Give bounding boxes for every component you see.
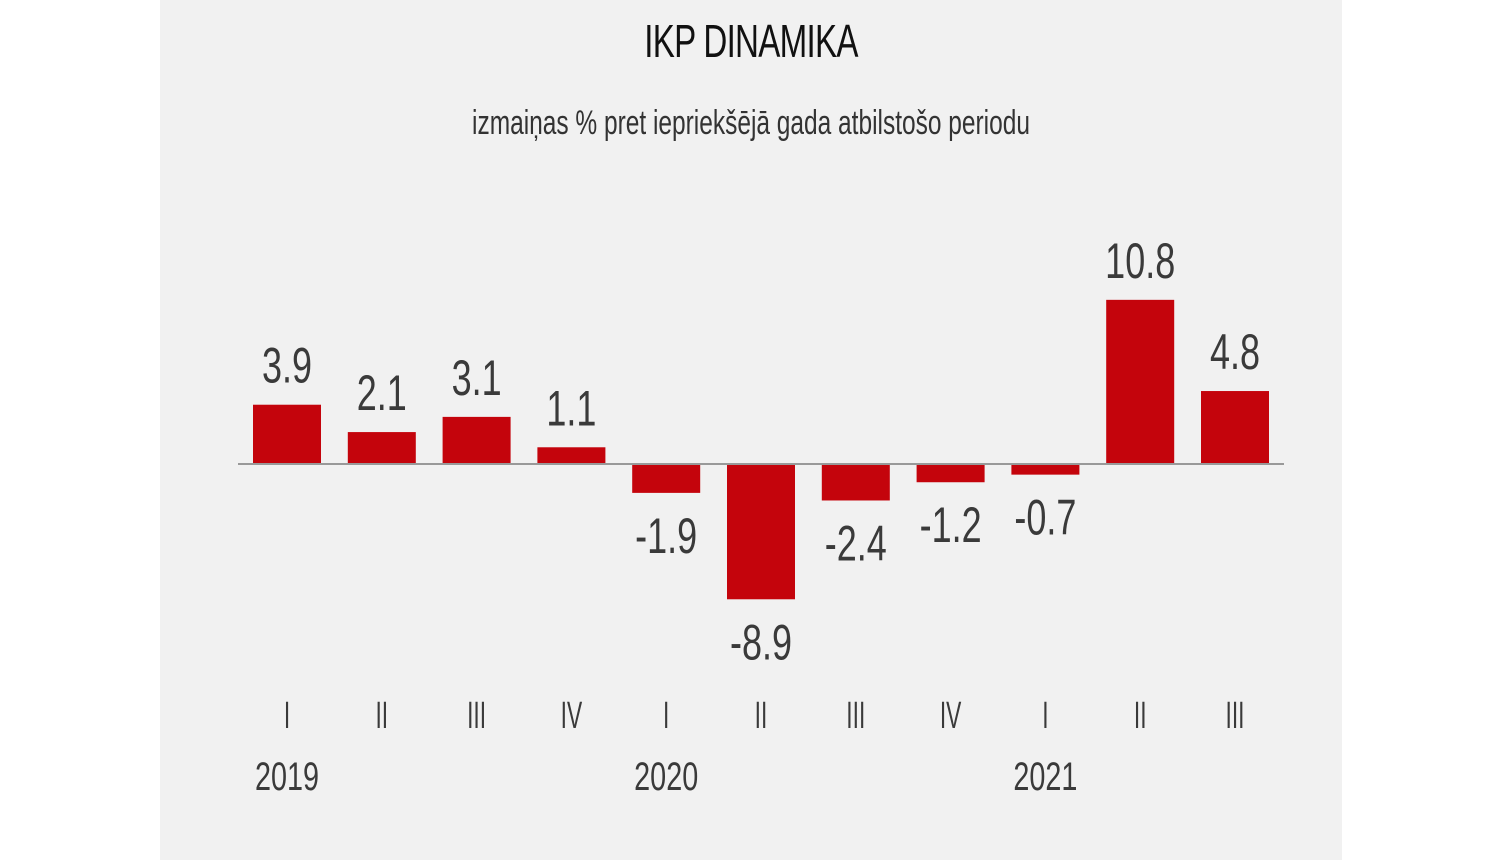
data-label: 2.1 bbox=[357, 366, 407, 421]
bar bbox=[916, 464, 985, 483]
data-label: 10.8 bbox=[1105, 234, 1175, 289]
bar bbox=[1106, 299, 1175, 464]
data-label: 3.1 bbox=[452, 351, 502, 406]
bar bbox=[632, 464, 701, 493]
x-tick-label: IV bbox=[561, 694, 583, 736]
year-label: 2020 bbox=[634, 754, 698, 799]
year-label: 2021 bbox=[1013, 754, 1077, 799]
x-tick-label: I bbox=[663, 694, 669, 736]
bar bbox=[537, 447, 606, 464]
x-tick-label: III bbox=[1225, 694, 1244, 736]
x-tick-label: I bbox=[284, 694, 290, 736]
data-label: 4.8 bbox=[1210, 325, 1260, 380]
x-tick-label: II bbox=[1134, 694, 1147, 736]
x-tick-label: IV bbox=[940, 694, 962, 736]
x-tick-label: I bbox=[1042, 694, 1048, 736]
x-tick-label: III bbox=[846, 694, 865, 736]
data-label: -1.2 bbox=[920, 499, 982, 554]
year-label: 2019 bbox=[255, 754, 319, 799]
data-label: 1.1 bbox=[546, 382, 596, 437]
bar bbox=[253, 404, 321, 464]
data-label: 3.9 bbox=[262, 339, 312, 394]
chart-title: IKP DINAMIKA bbox=[644, 15, 858, 67]
bar bbox=[821, 464, 890, 501]
chart-subtitle: izmaiņas % pret iepriekšējā gada atbilst… bbox=[472, 104, 1030, 142]
bar bbox=[1011, 464, 1080, 475]
bar bbox=[442, 416, 511, 464]
bar bbox=[727, 464, 795, 600]
data-label: -0.7 bbox=[1014, 491, 1076, 546]
bar bbox=[1201, 391, 1269, 464]
bar bbox=[347, 432, 416, 464]
data-label: -2.4 bbox=[825, 517, 887, 572]
data-label: -1.9 bbox=[635, 509, 697, 564]
x-tick-label: III bbox=[467, 694, 486, 736]
x-tick-label: II bbox=[755, 694, 768, 736]
data-label: -8.9 bbox=[730, 616, 792, 671]
x-tick-label: II bbox=[375, 694, 388, 736]
